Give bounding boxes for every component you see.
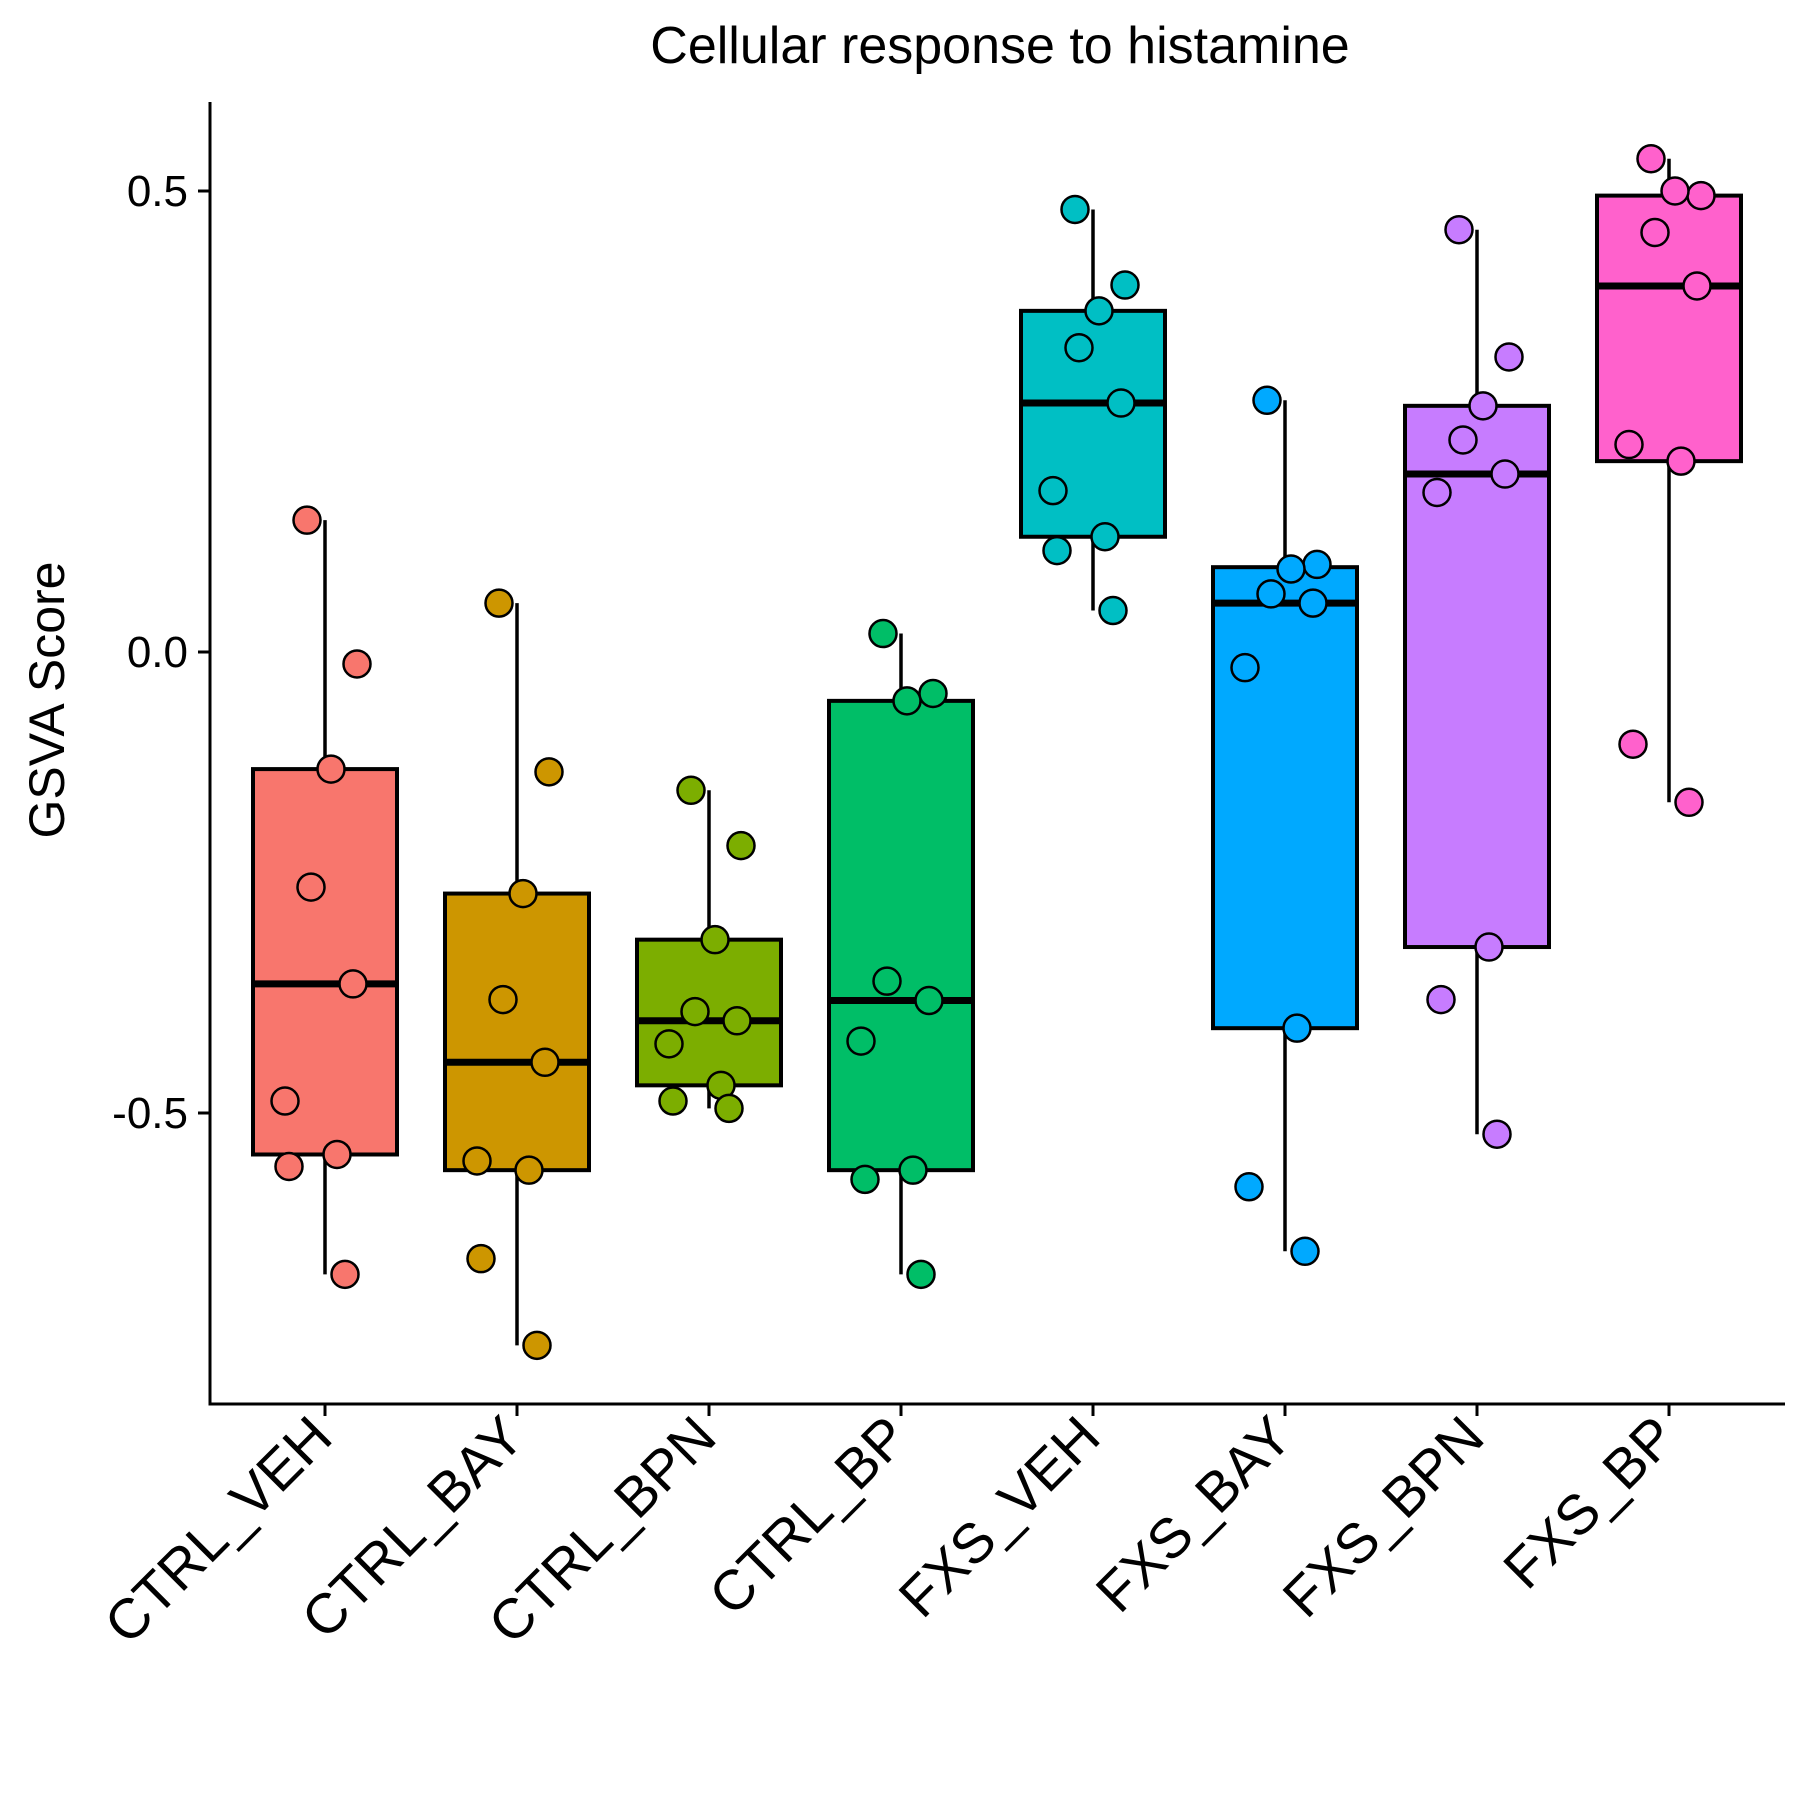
- y-tick-label: 0.5: [127, 167, 188, 216]
- data-point: [658, 1086, 688, 1116]
- data-point: [1106, 388, 1136, 418]
- y-axis-ticks: 0.5 0.0 -0.5: [112, 167, 210, 1138]
- x-tick-label: FXS_BP: [1491, 1404, 1687, 1600]
- data-point: [846, 1026, 876, 1056]
- data-point: [1064, 332, 1094, 363]
- data-point: [1060, 194, 1090, 225]
- group-fxs-bay: [1211, 385, 1359, 1267]
- data-point: [1256, 579, 1286, 609]
- data-point: [1682, 271, 1712, 301]
- data-point: [918, 678, 948, 709]
- data-point: [1686, 180, 1716, 211]
- x-tick-label: CTRL_BP: [697, 1404, 920, 1627]
- data-point: [1674, 787, 1704, 818]
- data-point: [508, 878, 538, 909]
- iqr-box: [1211, 565, 1359, 1031]
- data-point: [1282, 1013, 1312, 1043]
- data-point: [330, 1259, 360, 1290]
- data-point: [296, 872, 326, 902]
- data-point: [270, 1086, 300, 1116]
- data-point: [466, 1243, 496, 1274]
- data-point: [850, 1164, 880, 1195]
- data-point: [274, 1151, 304, 1182]
- data-point: [1666, 446, 1696, 476]
- data-point: [1494, 342, 1524, 372]
- iqr-box: [443, 891, 591, 1173]
- data-point: [1618, 729, 1648, 759]
- data-point: [1038, 475, 1068, 506]
- group-ctrl-bay: [443, 588, 591, 1361]
- group-ctrl-veh: [251, 505, 399, 1290]
- data-point: [530, 1047, 560, 1078]
- y-axis-label: GSVA Score: [19, 562, 75, 839]
- data-point: [1090, 522, 1120, 552]
- data-point: [1234, 1172, 1264, 1202]
- data-point: [522, 1330, 552, 1361]
- data-point: [898, 1155, 928, 1185]
- data-point: [872, 966, 902, 996]
- y-tick-label: -0.5: [112, 1089, 188, 1138]
- group-fxs-bp: [1595, 143, 1743, 818]
- data-point: [316, 754, 346, 784]
- data-point: [484, 588, 514, 618]
- data-point: [1636, 143, 1666, 174]
- group-fxs-bpn: [1403, 214, 1551, 1149]
- data-point: [906, 1259, 936, 1290]
- data-point: [726, 830, 756, 861]
- data-point: [462, 1146, 492, 1176]
- data-point: [892, 686, 922, 716]
- data-point: [488, 984, 518, 1015]
- data-point: [1482, 1119, 1512, 1149]
- x-tick-label: FXS_BAY: [1084, 1404, 1304, 1624]
- data-point: [1468, 391, 1498, 421]
- group-ctrl-bpn: [635, 775, 783, 1124]
- data-point: [1276, 554, 1306, 584]
- data-point: [322, 1139, 352, 1170]
- data-point: [1640, 217, 1670, 248]
- data-point: [714, 1093, 744, 1124]
- x-axis-ticks: CTRL_VEHCTRL_BAYCTRL_BPNCTRL_BPFXS_VEHFX…: [92, 1404, 1687, 1655]
- data-point: [676, 775, 706, 806]
- data-point: [680, 996, 710, 1027]
- data-point: [514, 1155, 544, 1185]
- data-point: [1042, 535, 1072, 566]
- y-tick-label: 0.0: [127, 628, 188, 677]
- data-point: [1110, 270, 1140, 300]
- x-tick-label: FXS_VEH: [886, 1404, 1111, 1629]
- data-point: [1084, 296, 1114, 326]
- data-point: [1474, 932, 1504, 962]
- data-point: [1290, 1236, 1320, 1267]
- data-point: [1448, 425, 1478, 455]
- data-point: [1426, 984, 1456, 1015]
- data-point: [1298, 588, 1328, 618]
- data-point: [1490, 459, 1520, 489]
- data-point: [1422, 477, 1452, 508]
- chart-title: Cellular response to histamine: [650, 17, 1349, 75]
- data-point: [1098, 595, 1128, 626]
- data-point: [722, 1006, 752, 1036]
- plot-area: [251, 143, 1743, 1361]
- x-tick-label: FXS_BPN: [1270, 1404, 1495, 1629]
- group-fxs-veh: [1019, 194, 1167, 626]
- data-point: [1230, 652, 1260, 683]
- group-ctrl-bp: [827, 618, 975, 1290]
- iqr-box: [1595, 193, 1743, 464]
- data-point: [700, 924, 730, 955]
- iqr-box: [251, 767, 399, 1157]
- data-point: [342, 649, 372, 679]
- data-point: [914, 985, 944, 1016]
- data-point: [1252, 385, 1282, 416]
- data-point: [1660, 176, 1690, 206]
- data-point: [534, 757, 564, 787]
- data-point: [292, 505, 322, 535]
- data-point: [868, 618, 898, 649]
- iqr-box: [827, 698, 975, 1173]
- data-point: [654, 1029, 684, 1059]
- data-point: [1302, 549, 1332, 580]
- data-point: [338, 969, 368, 999]
- data-point: [1614, 429, 1644, 460]
- data-point: [1444, 214, 1474, 245]
